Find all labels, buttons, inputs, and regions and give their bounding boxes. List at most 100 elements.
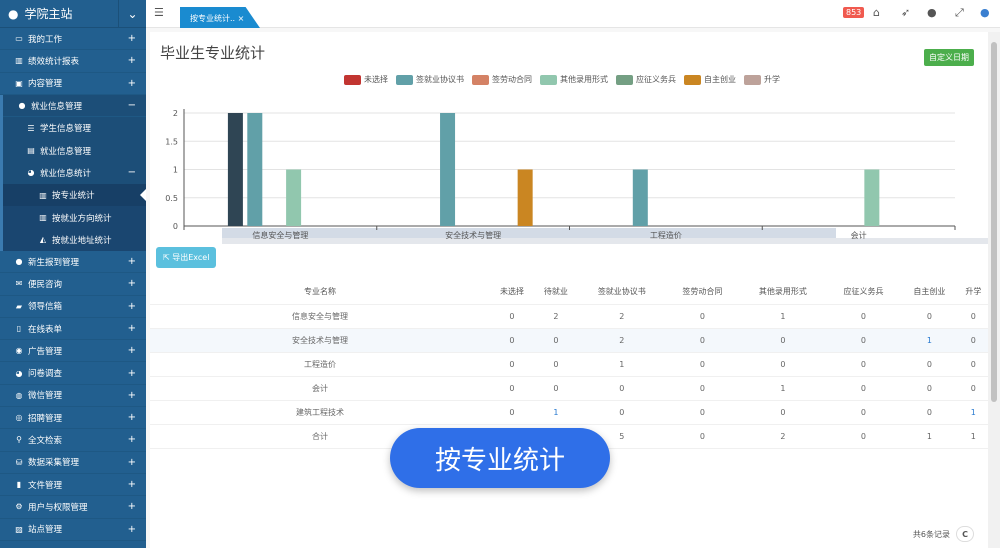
sidebar-item[interactable]: ▣ 内容管理 + [0,73,146,95]
table-row[interactable]: 工程造价 0 0 1 0 0 0 0 0 [150,352,988,377]
sidebar-item[interactable]: ✉ 便民咨询 + [0,273,146,296]
minus-icon[interactable]: − [127,100,136,112]
plus-icon[interactable]: + [127,523,136,535]
sidebar-item[interactable]: ▯ 在线表单 + [0,318,146,341]
tab-major-stats[interactable]: 按专业统计.. × [180,7,260,28]
sidebar-item-label: 学生信息管理 [40,124,92,135]
legend-item[interactable]: 其他录用形式 [540,74,608,85]
sidebar-item[interactable]: ▮ 文件管理 + [0,474,146,497]
sidebar-item[interactable]: ◕ 问卷调查 + [0,362,146,385]
y-tick-label: 0 [173,222,178,231]
sidebar-item[interactable]: ▥ 绩效统计报表 + [0,50,146,73]
legend-item[interactable]: 自主创业 [684,74,736,85]
table-cell: 1 [738,304,827,329]
sidebar-item[interactable]: ▨ 站点管理 + [0,519,146,541]
scrollbar-thumb[interactable] [991,42,997,402]
table-cell: 0 [665,424,739,449]
plus-icon[interactable]: + [127,501,136,513]
legend-swatch [540,74,557,85]
sidebar-item[interactable]: ⛁ 数据采集管理 + [0,452,146,474]
column-header[interactable]: 签劳动合同 [665,280,739,305]
export-icon: ⇱ [163,253,170,262]
legend-item[interactable]: 签就业协议书 [396,74,464,85]
legend-item[interactable]: 应征义务兵 [616,74,676,85]
chevron-down-icon[interactable]: ⌄ [118,0,146,28]
sidebar-item[interactable]: ▥ 按就业方向统计 [3,206,146,229]
tab-label: 按专业统计.. [190,14,236,23]
plus-icon[interactable]: + [127,479,136,491]
table-cell: 0 [826,328,901,353]
sidebar-item[interactable]: ⚙ 用户与权限管理 + [0,496,146,519]
table-cell: 信息安全与管理 [150,304,490,329]
plus-icon[interactable]: + [127,389,136,401]
plus-icon[interactable]: + [127,323,136,334]
column-header[interactable]: 应征义务兵 [826,280,901,305]
sidebar-item-label: 问卷调查 [28,369,63,380]
sidebar-item[interactable]: ⚲ 全文检索 + [0,429,146,452]
sidebar-item[interactable]: ◉ 广告管理 + [0,340,146,363]
brand[interactable]: ● 学院主站 ⌄ [0,0,146,28]
minus-icon[interactable]: − [127,167,136,179]
plus-icon[interactable]: + [127,300,136,312]
column-header[interactable]: 其他录用形式 [738,280,827,305]
legend-item[interactable]: 签劳动合同 [472,74,532,85]
sidebar-item[interactable]: ▭ 我的工作 + [0,28,146,51]
rocket-icon[interactable]: ➶ [901,6,911,19]
custom-date-button[interactable]: 自定义日期 [924,49,974,66]
plus-icon[interactable]: + [127,278,136,290]
sidebar-item[interactable]: ◭ 按就业地址统计 [3,228,146,251]
legend-swatch [744,74,761,85]
home-icon[interactable]: ⌂ [873,6,880,19]
column-header[interactable]: 待就业 [533,280,578,305]
th-list-icon: ▤ [27,146,35,156]
user-avatar-icon[interactable]: ● [980,6,990,19]
sidebar-item[interactable]: ● 就业信息管理 − [3,95,146,118]
table-cell: 1 [738,376,827,401]
sidebar-item[interactable]: ◍ 微信管理 + [0,385,146,408]
plus-icon[interactable]: + [127,412,136,424]
table-row[interactable]: 建筑工程技术 0 1 0 0 0 0 0 1 [150,400,988,425]
sidebar-item[interactable]: ◕ 就业信息统计 − [3,161,146,185]
table-cell: 0 [490,400,534,425]
table-cell: 0 [533,376,578,401]
plus-icon[interactable]: + [127,345,136,357]
export-excel-button[interactable]: ⇱ 导出Excel [156,247,217,268]
expand-icon[interactable]: ⤢ [955,6,964,19]
bar [247,113,263,226]
users-icon: ● [18,101,26,111]
column-header[interactable]: 专业名称 [150,280,490,305]
plus-icon[interactable]: + [127,456,136,468]
table-cell: 1 [900,328,959,353]
sidebar-item[interactable]: ▰ 领导信箱 + [0,296,146,318]
bar [864,169,880,226]
plus-icon[interactable]: + [127,55,136,67]
notification-badge[interactable]: 853 [843,7,865,18]
menu-toggle-icon[interactable]: ☰ [154,6,164,19]
column-header[interactable]: 升学 [958,280,988,305]
comments-icon[interactable]: ● [927,6,937,19]
plus-icon[interactable]: + [127,367,136,379]
sidebar-item[interactable]: ▥ 按专业统计 [3,184,146,207]
close-icon[interactable]: × [237,14,245,23]
y-tick-label: 1.5 [165,137,178,146]
refresh-icon[interactable]: C [956,526,974,542]
plus-icon[interactable]: + [127,434,136,446]
legend-item[interactable]: 未选择 [344,74,388,85]
plus-icon[interactable]: + [127,33,136,45]
sidebar-item-label: 在线表单 [28,324,63,335]
sidebar-item[interactable]: ☰ 学生信息管理 [3,117,146,140]
plus-icon[interactable]: + [127,256,136,268]
sidebar-item[interactable]: ◎ 招聘管理 + [0,407,146,430]
column-header[interactable]: 未选择 [490,280,534,305]
scrollbar[interactable] [988,32,1000,548]
legend-item[interactable]: 升学 [744,74,780,85]
table-row[interactable]: 会计 0 0 0 0 1 0 0 0 [150,376,988,401]
column-header[interactable]: 自主创业 [900,280,959,305]
sidebar-item[interactable]: ▤ 就业信息管理 [3,139,146,162]
table-row[interactable]: 信息安全与管理 0 2 2 0 1 0 0 0 [150,304,988,329]
table-row[interactable]: 安全技术与管理 0 0 2 0 0 0 1 0 [150,328,988,353]
plus-icon[interactable]: + [127,77,136,89]
column-header[interactable]: 签就业协议书 [577,280,666,305]
sidebar-item[interactable]: ● 新生报到管理 + [0,251,146,274]
table-header-row: 专业名称 未选择 待就业 签就业协议书 签劳动合同 其他录用形式 应征义务兵 自主创业 升学 [150,280,988,305]
